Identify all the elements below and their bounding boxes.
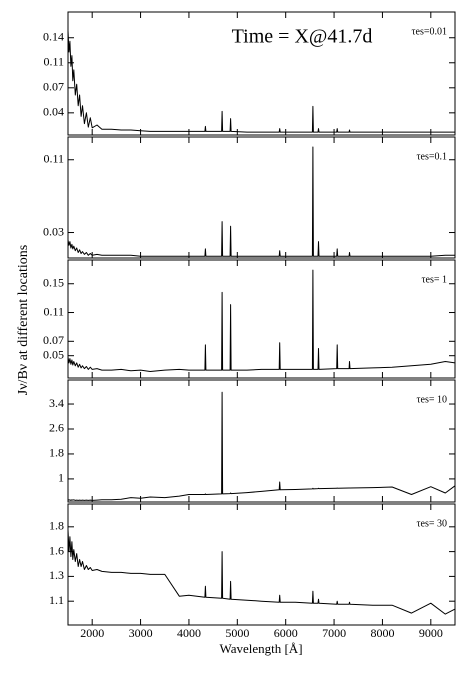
y-tick-label: 0.07 — [43, 80, 64, 94]
y-tick-label: 0.07 — [43, 333, 64, 347]
spectrum-line — [67, 529, 456, 615]
y-tick-label: 3.4 — [49, 396, 64, 410]
y-tick-label: 0.03 — [43, 224, 64, 238]
panel-frame — [67, 503, 456, 626]
panel-annotation: τes= 10 — [417, 394, 448, 405]
y-tick-label: 0.14 — [43, 29, 64, 43]
y-tick-label: 0.15 — [43, 275, 64, 289]
y-tick-label: 1.6 — [49, 543, 64, 557]
y-tick-label: 1.8 — [49, 446, 64, 460]
x-tick-label: 9000 — [419, 626, 443, 640]
panel-frame — [67, 136, 456, 259]
y-axis-label: Jν/Bν at different locations — [16, 245, 31, 395]
y-tick-label: 0.11 — [43, 304, 64, 318]
spectrum-line — [67, 146, 455, 257]
spectrum-line — [67, 391, 456, 501]
y-tick-label: 0.11 — [43, 151, 64, 165]
panel-frame — [67, 379, 456, 503]
x-tick-label: 7000 — [322, 626, 346, 640]
panel-annotation: τes= 1 — [422, 274, 448, 285]
x-axis-label: Wavelength [Å] — [219, 641, 302, 656]
x-tick-label: 4000 — [177, 626, 201, 640]
y-tick-label: 1.1 — [49, 593, 64, 607]
panel-annotation: τes=0.01 — [412, 26, 448, 37]
x-tick-label: 8000 — [370, 626, 394, 640]
x-tick-label: 5000 — [225, 626, 249, 640]
panel-frame — [67, 11, 456, 136]
y-tick-label: 0.11 — [43, 55, 64, 69]
spectrum-line — [67, 30, 455, 133]
panel-annotation: τes=0.1 — [417, 151, 448, 162]
y-tick-label: 1 — [58, 471, 64, 485]
x-tick-label: 3000 — [129, 626, 153, 640]
y-tick-label: 2.6 — [49, 421, 64, 435]
panel-title: Time = X@41.7d — [232, 26, 373, 48]
panel-frame — [67, 259, 456, 379]
panel-annotation: τes= 30 — [417, 518, 448, 529]
y-tick-label: 1.8 — [49, 519, 64, 533]
x-tick-label: 6000 — [274, 626, 298, 640]
y-tick-label: 0.04 — [43, 105, 64, 119]
y-tick-label: 0.05 — [43, 347, 64, 361]
spectrum-line — [67, 269, 456, 372]
y-tick-label: 1.3 — [49, 568, 64, 582]
x-tick-label: 2000 — [80, 626, 104, 640]
